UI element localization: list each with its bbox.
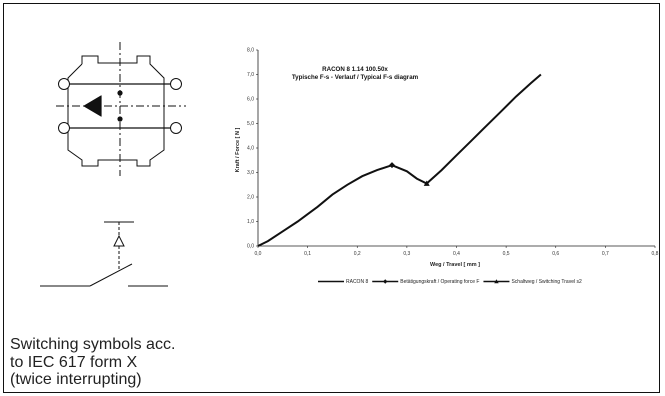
x-tick-label: 0,5 bbox=[503, 251, 510, 257]
contact-dot-bottom bbox=[117, 116, 123, 122]
component-outline-drawing bbox=[56, 42, 186, 176]
caption-line-3: (twice interrupting) bbox=[10, 371, 142, 388]
x-tick-label: 0,4 bbox=[453, 251, 460, 257]
chart-markers bbox=[388, 162, 430, 186]
x-tick-label: 0,2 bbox=[354, 251, 361, 257]
y-tick-label: 3,0 bbox=[247, 170, 254, 176]
y-tick-label: 1,0 bbox=[247, 219, 254, 225]
operating-force-marker bbox=[388, 162, 395, 169]
x-tick-label: 0,8 bbox=[652, 251, 659, 257]
chart-legend: RACON 8 Betätigungskraft / Operating forc… bbox=[318, 279, 582, 285]
caption-line-1: Switching symbols acc. bbox=[10, 336, 176, 353]
caption: Switching symbols acc. to IEC 617 form X… bbox=[10, 336, 175, 389]
y-tick-label: 2,0 bbox=[247, 195, 254, 201]
x-tick-label: 0,1 bbox=[304, 251, 311, 257]
series-line-racon8 bbox=[257, 73, 542, 247]
switching-travel-marker bbox=[423, 180, 430, 186]
legend-diamond-marker bbox=[383, 279, 388, 284]
figure-frame bbox=[3, 3, 660, 393]
chart-tick-labels: 0,0 0,1 0,2 0,3 0,4 0,5 0,6 0,7 0,8 0,0 1,0 2,0 3,0 4… bbox=[247, 48, 659, 257]
y-tick-label: 0,0 bbox=[247, 244, 254, 250]
y-tick-label: 4,0 bbox=[247, 146, 254, 152]
switch-symbol bbox=[40, 221, 168, 287]
y-tick-label: 6,0 bbox=[247, 97, 254, 103]
x-tick-label: 0,0 bbox=[255, 251, 262, 257]
legend-label: Betätigungskraft / Operating force F bbox=[400, 279, 479, 285]
legend-label: RACON 8 bbox=[346, 279, 368, 285]
legend-triangle-marker bbox=[494, 279, 499, 284]
y-tick-label: 5,0 bbox=[247, 121, 254, 127]
y-axis-label: Kraft / Force [ N ] bbox=[235, 128, 241, 173]
x-tick-label: 0,7 bbox=[602, 251, 609, 257]
y-tick-label: 8,0 bbox=[247, 48, 254, 54]
chart-title-line-1: RACON 8 1.14 100.50x bbox=[322, 66, 388, 73]
x-tick-label: 0,3 bbox=[403, 251, 410, 257]
x-tick-label: 0,6 bbox=[552, 251, 559, 257]
x-axis-label: Weg / Travel [ mm ] bbox=[430, 262, 480, 268]
chart-title-line-2: Typische F-s - Verlauf / Typical F-s dia… bbox=[292, 74, 419, 81]
legend-label: Schaltweg / Switching Travel s2 bbox=[511, 279, 582, 285]
caption-line-2: to IEC 617 form X bbox=[10, 353, 138, 371]
y-tick-label: 7,0 bbox=[247, 72, 254, 78]
contact-dot-top bbox=[117, 90, 123, 96]
